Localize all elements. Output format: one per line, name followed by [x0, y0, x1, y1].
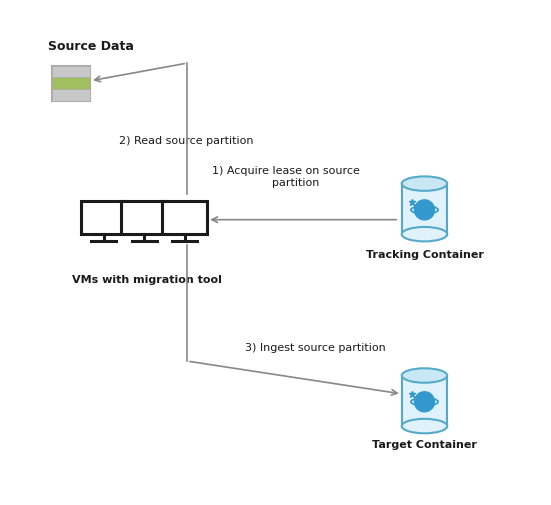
FancyBboxPatch shape [52, 66, 90, 101]
FancyBboxPatch shape [52, 77, 90, 89]
FancyBboxPatch shape [52, 66, 90, 77]
Ellipse shape [402, 419, 447, 433]
Text: Tracking Container: Tracking Container [365, 250, 483, 260]
Circle shape [414, 392, 435, 412]
FancyBboxPatch shape [402, 376, 447, 427]
Ellipse shape [402, 368, 447, 383]
FancyBboxPatch shape [402, 184, 447, 235]
FancyBboxPatch shape [162, 201, 207, 234]
FancyBboxPatch shape [121, 201, 167, 234]
Text: VMs with migration tool: VMs with migration tool [72, 275, 222, 285]
Ellipse shape [402, 176, 447, 191]
Text: Source Data: Source Data [48, 40, 134, 53]
Text: 3) Ingest source partition: 3) Ingest source partition [245, 343, 386, 354]
FancyBboxPatch shape [81, 201, 127, 234]
FancyBboxPatch shape [52, 89, 90, 101]
Text: Target Container: Target Container [372, 440, 477, 450]
Ellipse shape [402, 227, 447, 241]
Text: 1) Acquire lease on source
      partition: 1) Acquire lease on source partition [212, 166, 360, 187]
Text: 2) Read source partition: 2) Read source partition [119, 136, 253, 146]
Circle shape [414, 200, 435, 220]
